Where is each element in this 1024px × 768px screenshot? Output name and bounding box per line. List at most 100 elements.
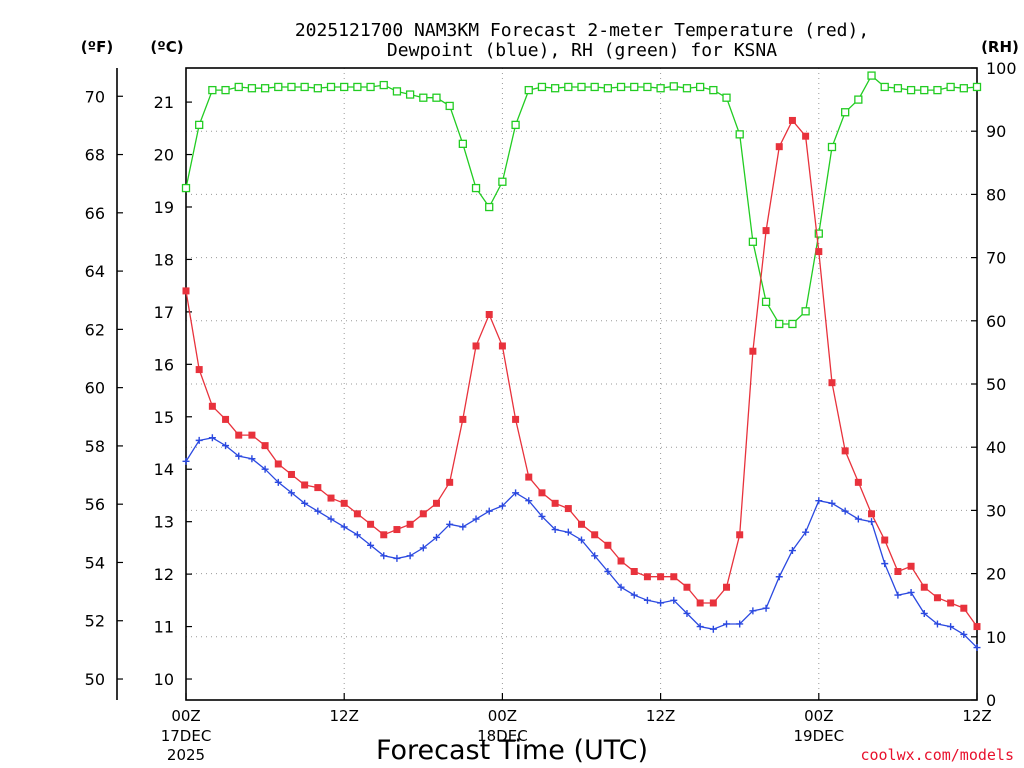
dewpoint-point (485, 507, 493, 515)
temperature-point (736, 531, 744, 539)
dewpoint-point (235, 452, 243, 460)
rh-point (445, 101, 454, 111)
dewpoint-point (406, 552, 414, 560)
celsius-tick-label: 18 (154, 250, 174, 269)
temperature-point (261, 442, 269, 450)
rh-point (195, 120, 204, 130)
rh-tick-label: 80 (986, 185, 1006, 204)
dewpoint-point (446, 520, 454, 528)
fahrenheit-tick-label: 64 (85, 262, 105, 281)
dewpoint-point (551, 526, 559, 534)
rh-point (893, 84, 903, 93)
rh-point (603, 84, 613, 93)
dewpoint-point (630, 591, 638, 599)
rh-point (867, 71, 876, 80)
rh-point (801, 307, 810, 316)
dewpoint-point (947, 623, 955, 631)
temperature-point (670, 573, 678, 581)
temperature-point (933, 594, 941, 602)
dewpoint-point (828, 499, 836, 507)
rh-point (524, 85, 533, 95)
celsius-unit-label: (ºC) (150, 38, 183, 56)
celsius-tick-label: 13 (154, 513, 174, 532)
fahrenheit-tick-label: 60 (85, 379, 105, 398)
rh-point (656, 84, 665, 93)
dewpoint-point (868, 518, 876, 526)
temperature-point (525, 473, 533, 481)
x-tick-year-label: 2025 (167, 746, 205, 764)
x-tick-label: 00Z (171, 707, 200, 725)
rh-point (432, 93, 441, 102)
temperature-point (314, 484, 322, 492)
temperature-point (498, 342, 506, 350)
rh-point (419, 93, 428, 102)
dewpoint-point (274, 478, 282, 486)
rh-point (247, 84, 257, 93)
rh-tick-label: 90 (986, 122, 1006, 141)
dewpoint-point (222, 442, 230, 450)
temperature-point (723, 583, 731, 591)
dewpoint-point (788, 547, 796, 555)
celsius-tick-label: 19 (154, 198, 174, 217)
temperature-point (432, 499, 440, 507)
temperature-point (617, 557, 625, 565)
dewpoint-point (657, 599, 665, 607)
dewpoint-point (353, 531, 361, 539)
temperature-point (551, 499, 559, 507)
temperature-point (973, 623, 981, 631)
gridlines (186, 68, 977, 700)
rh-point (933, 85, 942, 95)
celsius-tick-label: 11 (154, 618, 174, 637)
temperature-point (340, 499, 348, 507)
temperature-point (815, 248, 823, 256)
rh-point (366, 82, 375, 92)
temperature-point (564, 505, 572, 513)
celsius-tick-label: 14 (154, 460, 174, 479)
dewpoint-point (419, 544, 427, 552)
fahrenheit-tick-label: 56 (85, 495, 105, 514)
dewpoint-point (301, 499, 309, 507)
temperature-point (512, 415, 520, 423)
fahrenheit-tick-label: 58 (85, 437, 105, 456)
x-tick-date-label: 17DEC (161, 727, 212, 745)
temperature-point (907, 562, 915, 570)
dewpoint-point (709, 625, 717, 633)
dewpoint-point (498, 502, 506, 510)
temperature-point (248, 431, 256, 439)
dewpoint-point (894, 591, 902, 599)
dewpoint-point (261, 465, 269, 473)
rh-point (221, 85, 230, 95)
rh-point (392, 87, 402, 96)
rh-point (854, 95, 863, 104)
rh-tick-label: 60 (986, 312, 1006, 331)
temperature-point (894, 568, 902, 576)
rh-point (379, 80, 388, 90)
fahrenheit-tick-label: 50 (85, 670, 105, 689)
rh-point (748, 237, 758, 246)
temperature-point (788, 116, 796, 124)
dewpoint-point (973, 644, 981, 652)
temperature-point (208, 402, 216, 410)
dewpoint-point (248, 455, 256, 463)
rh-point (564, 82, 573, 92)
rh-point (208, 85, 217, 95)
rh-point (590, 82, 599, 92)
rh-tick-label: 100 (986, 59, 1017, 78)
rh-point (814, 229, 823, 238)
dewpoint-point (683, 609, 691, 617)
dewpoint-point (617, 583, 625, 591)
temperature-point (683, 583, 691, 591)
dewpoint-point (380, 552, 388, 560)
temperature-point (604, 541, 612, 549)
rh-tick-label: 40 (986, 438, 1006, 457)
temperature-point (920, 583, 928, 591)
temperature-point (802, 132, 810, 140)
celsius-tick-label: 21 (154, 93, 174, 112)
rh-point (761, 297, 771, 306)
dewpoint-point (643, 596, 651, 604)
temperature-point (630, 568, 638, 576)
x-tick-date-label: 19DEC (794, 727, 845, 745)
rh-point (287, 82, 296, 92)
rh-point (326, 82, 336, 92)
